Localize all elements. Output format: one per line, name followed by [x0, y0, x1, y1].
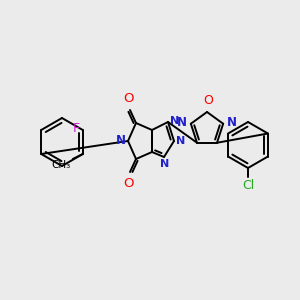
Text: Cl: Cl [242, 179, 254, 192]
Text: F: F [73, 122, 80, 136]
Text: O: O [124, 177, 134, 190]
Text: O: O [124, 92, 134, 105]
Text: N: N [227, 116, 237, 129]
Text: O: O [203, 94, 213, 107]
Text: N: N [160, 159, 169, 169]
Text: N: N [176, 136, 185, 146]
Text: N: N [177, 116, 187, 129]
Text: N: N [116, 134, 126, 148]
Text: N: N [170, 116, 179, 126]
Text: CH₃: CH₃ [52, 160, 71, 170]
